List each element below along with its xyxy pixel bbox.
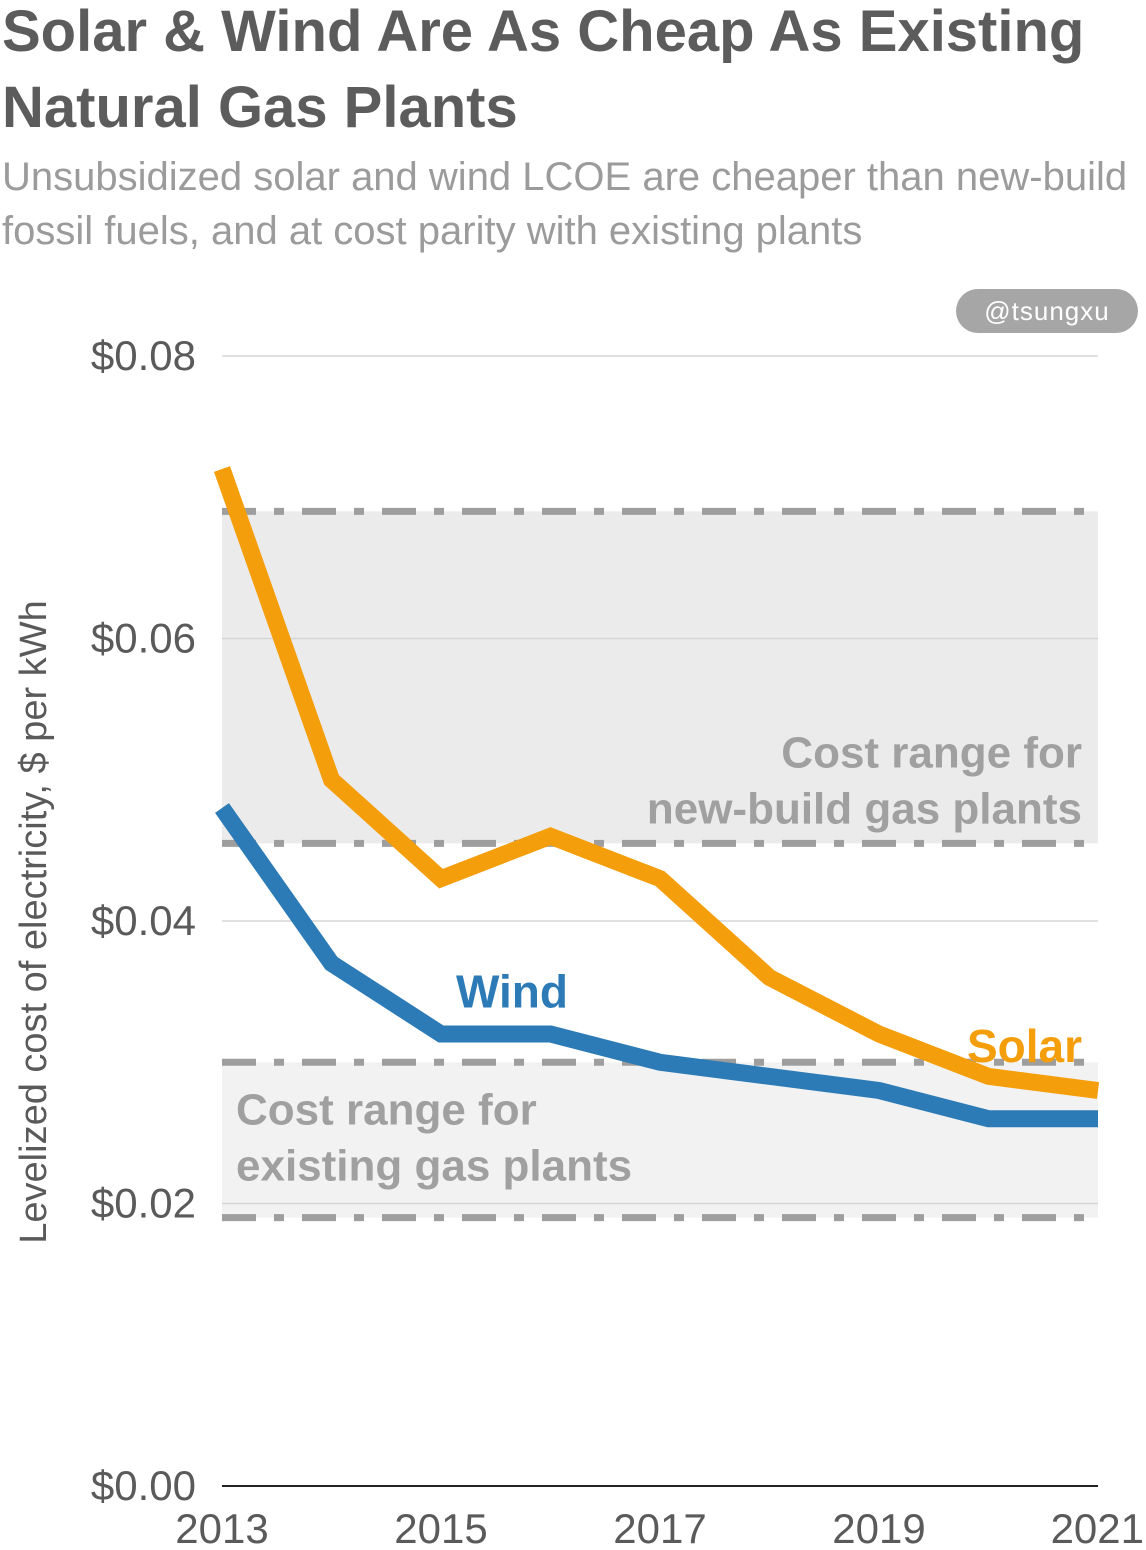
series-label-wind: Wind	[456, 966, 568, 1018]
axis-layer: $0.00 $0.02 $0.04 $0.06 $0.08 2013 2015 2017 201…	[13, 332, 1144, 1550]
y-tick-label-004: $0.04	[91, 897, 196, 944]
series-label-solar: Solar	[967, 1020, 1082, 1072]
chart-subtitle: Unsubsidized solar and wind LCOE are che…	[2, 155, 1128, 253]
handle-badge: @tsungxu	[956, 289, 1138, 333]
band-label-new-build-gas-line-1: Cost range for	[781, 728, 1082, 777]
y-tick-label-000: $0.00	[91, 1462, 196, 1509]
bands-layer	[222, 511, 1098, 1218]
grid-layer	[222, 355, 1098, 1205]
x-tick-label-2019: 2019	[832, 1505, 925, 1550]
band-existing-gas	[222, 1062, 1098, 1218]
band-label-existing-gas-line-2: existing gas plants	[236, 1141, 632, 1190]
series-layer	[213, 466, 1100, 1128]
x-tick-label-2021: 2021	[1051, 1505, 1144, 1550]
band-label-existing-gas-line-1: Cost range for	[236, 1085, 537, 1134]
x-tick-label-2015: 2015	[394, 1505, 487, 1550]
x-tick-label-2013: 2013	[175, 1505, 268, 1550]
x-tick-label-2017: 2017	[613, 1505, 706, 1550]
y-tick-label-008: $0.08	[91, 332, 196, 379]
band-new-build-gas	[222, 511, 1098, 844]
chart-title: Solar & Wind Are As Cheap As Existing Na…	[2, 0, 1085, 140]
y-tick-label-002: $0.02	[91, 1180, 196, 1227]
y-tick-label-006: $0.06	[91, 615, 196, 662]
labels-layer: Cost range for new-build gas plants Cost r…	[236, 728, 1082, 1190]
y-axis-title: Levelized cost of electricity, $ per kWh	[13, 600, 55, 1243]
band-label-new-build-gas-line-2: new-build gas plants	[647, 784, 1082, 833]
